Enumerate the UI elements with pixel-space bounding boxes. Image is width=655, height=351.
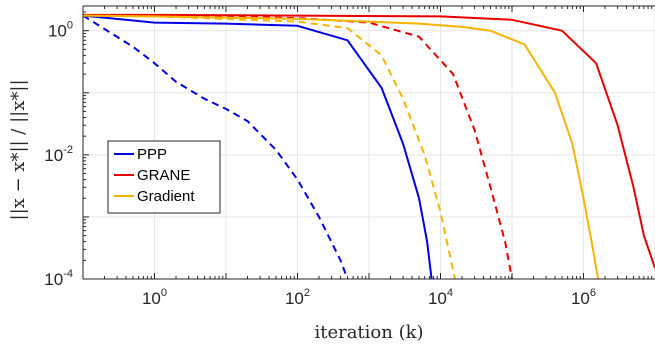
x-tick-label: 102 bbox=[285, 287, 310, 308]
x-axis-ticks: 100 102 104 106 bbox=[142, 287, 596, 308]
y-axis-label: ||x − x*|| / ||x*|| bbox=[8, 79, 29, 220]
legend-label: Gradient bbox=[137, 188, 195, 205]
series-ppp-solid bbox=[83, 14, 433, 279]
x-axis-label: iteration (k) bbox=[314, 322, 423, 343]
series-grane-dashed bbox=[83, 13, 513, 279]
series-gradient-solid bbox=[83, 14, 600, 279]
x-tick-label: 104 bbox=[428, 287, 453, 308]
series-ppp-dashed bbox=[83, 14, 349, 279]
y-tick-label: 10-4 bbox=[44, 268, 73, 289]
y-axis-ticks: 10-4 10-2 100 bbox=[44, 20, 73, 289]
y-tick-label: 10-2 bbox=[44, 144, 73, 165]
x-tick-label: 106 bbox=[571, 287, 596, 308]
axes bbox=[82, 5, 655, 280]
legend-label: GRANE bbox=[137, 167, 190, 184]
legend-label: PPP bbox=[137, 146, 167, 163]
y-tick-label: 100 bbox=[48, 20, 73, 41]
series-group bbox=[83, 13, 655, 279]
plot-area bbox=[83, 13, 655, 279]
series-grane-solid bbox=[83, 13, 655, 269]
legend: PPP GRANE Gradient bbox=[107, 140, 221, 214]
grid bbox=[83, 6, 655, 280]
x-tick-label: 100 bbox=[142, 287, 167, 308]
